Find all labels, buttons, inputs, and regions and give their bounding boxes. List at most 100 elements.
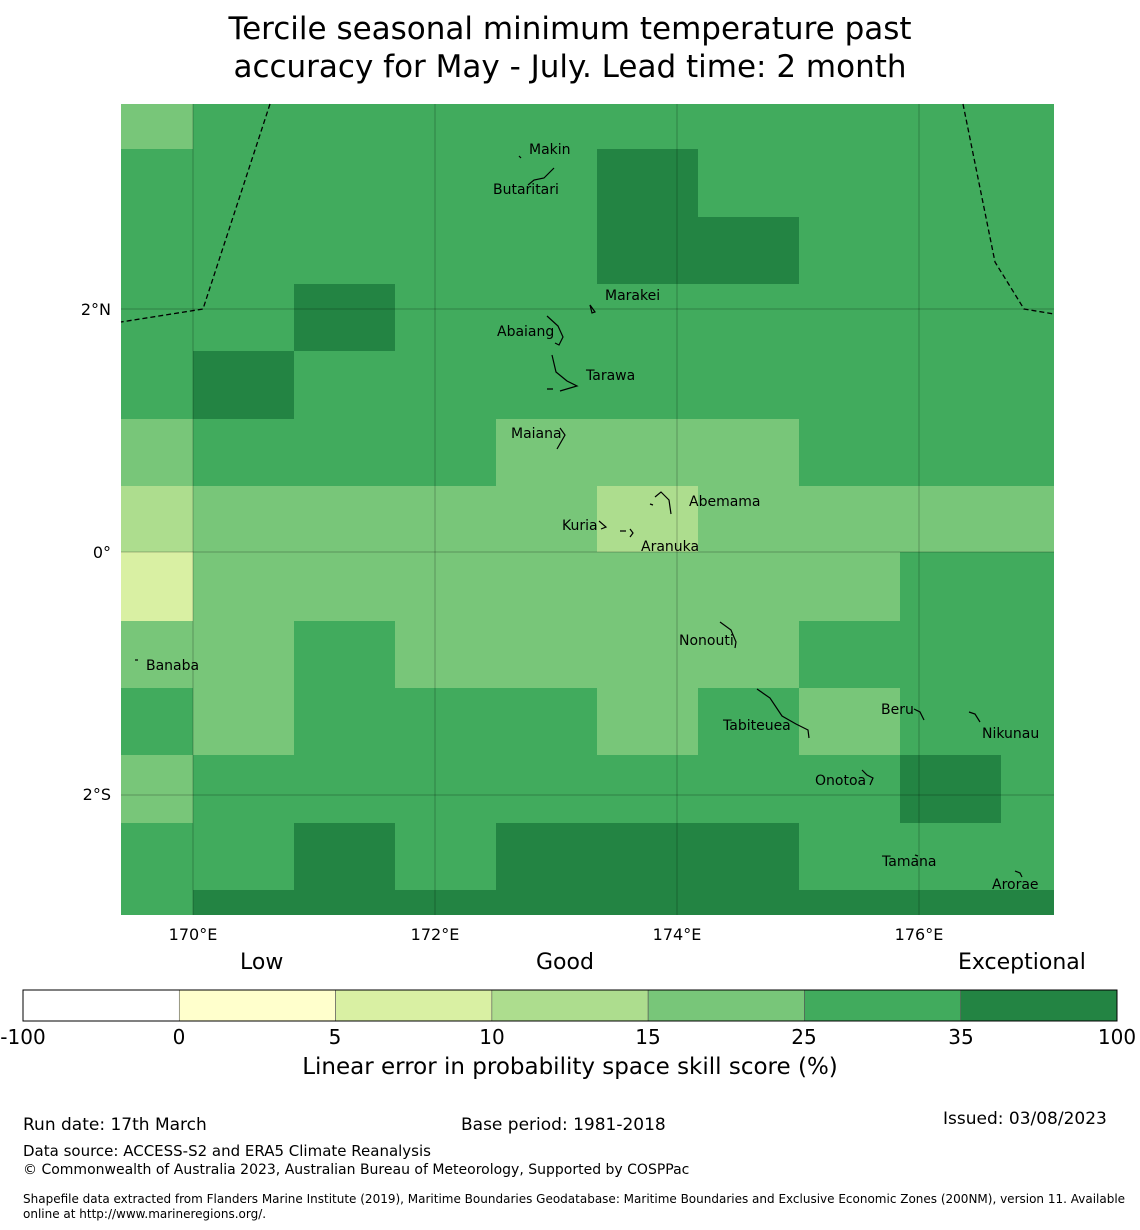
colorbar-tick: 0 xyxy=(172,1025,186,1049)
grid-cell xyxy=(193,351,294,419)
grid-cell xyxy=(799,351,900,419)
grid-cell xyxy=(193,419,294,486)
island-tamana xyxy=(914,854,919,857)
data-source: Data source: ACCESS-S2 and ERA5 Climate … xyxy=(23,1142,431,1160)
grid-cell xyxy=(1001,486,1054,552)
grid-cell xyxy=(395,621,496,688)
grid-cell xyxy=(294,149,395,217)
label-abemama: Abemama xyxy=(689,494,761,510)
colorbar-tick: 10 xyxy=(479,1025,505,1049)
axis-labels: 170°E 172°E 174°E 176°E 2°N 0° 2°S xyxy=(81,300,943,944)
grid-cell xyxy=(698,890,799,915)
eez-boundary-east xyxy=(962,103,1055,315)
grid-cell xyxy=(496,552,597,621)
grid-cell xyxy=(193,217,294,284)
grid-cell xyxy=(799,104,900,149)
issued-date: Issued: 03/08/2023 xyxy=(943,1109,1107,1129)
label-banaba: Banaba xyxy=(146,658,199,674)
grid-cell xyxy=(900,688,1001,755)
copyright: © Commonwealth of Australia 2023, Austra… xyxy=(23,1162,690,1178)
lon-label-176e: 176°E xyxy=(895,925,944,944)
grid-cell xyxy=(1001,890,1054,915)
grid-cell xyxy=(193,890,294,915)
label-marakei: Marakei xyxy=(605,288,660,304)
grid-cell xyxy=(1001,419,1054,486)
island-nikunau xyxy=(968,711,981,723)
grid-cell xyxy=(799,755,900,823)
grid-cell xyxy=(799,552,900,621)
grid-cell xyxy=(395,104,496,149)
colorbar-outline xyxy=(22,989,1118,1022)
island-tarawa xyxy=(547,354,579,392)
grid-cell xyxy=(193,823,294,890)
grid-cell xyxy=(597,104,698,149)
colorbar-tick: 35 xyxy=(948,1025,974,1049)
grid-cell xyxy=(799,890,900,915)
grid-cell xyxy=(121,552,193,621)
grid-cell xyxy=(900,351,1001,419)
lat-label-2n: 2°N xyxy=(81,300,111,319)
label-beru: Beru xyxy=(881,702,914,718)
label-nikunau: Nikunau xyxy=(982,726,1039,742)
grid-cell xyxy=(294,688,395,755)
grid-cell xyxy=(1001,284,1054,351)
grid-cell xyxy=(121,351,193,419)
grid-cell xyxy=(395,823,496,890)
island-beru xyxy=(913,708,925,721)
grid-cell xyxy=(395,419,496,486)
label-butaritari: Butaritari xyxy=(493,182,559,198)
grid-cell xyxy=(294,351,395,419)
title-line-1: Tercile seasonal minimum temperature pas… xyxy=(228,11,912,47)
base-period: Base period: 1981-2018 xyxy=(461,1115,666,1135)
grid-cell xyxy=(1001,823,1054,890)
graticule xyxy=(121,104,1054,915)
island-tabiteuea xyxy=(756,688,810,739)
grid-cell xyxy=(698,621,799,688)
label-onotoa: Onotoa xyxy=(815,773,866,789)
grid-cell xyxy=(597,621,698,688)
colorbar-tick: -100 xyxy=(0,1025,46,1049)
grid-cell xyxy=(121,486,193,552)
grid-cell xyxy=(1001,104,1054,149)
grid-cell xyxy=(395,486,496,552)
grid-cell xyxy=(698,755,799,823)
grid-cell xyxy=(900,104,1001,149)
grid-cell xyxy=(395,217,496,284)
island-maiana xyxy=(556,427,566,450)
category-low: Low xyxy=(240,950,284,975)
grid-cell xyxy=(496,688,597,755)
grid-cell xyxy=(597,688,698,755)
grid-cell xyxy=(395,552,496,621)
grid-cell xyxy=(496,149,597,217)
grid-cell xyxy=(799,284,900,351)
grid-cell xyxy=(900,890,1001,915)
grid-cell xyxy=(395,284,496,351)
grid-cell xyxy=(496,621,597,688)
grid-cell xyxy=(597,149,698,217)
grid-cell xyxy=(799,149,900,217)
grid-cell xyxy=(597,351,698,419)
label-tabiteuea: Tabiteuea xyxy=(722,718,791,734)
colorbar-segment xyxy=(804,989,962,1022)
grid-cell xyxy=(121,755,193,823)
island-makin xyxy=(518,155,522,159)
skill-map: Makin Butaritari Marakei Abaiang Tarawa … xyxy=(81,103,1055,944)
grid-cell xyxy=(1001,621,1054,688)
grid-cell xyxy=(597,284,698,351)
colorbar xyxy=(22,989,1118,1022)
colorbar-tick: 15 xyxy=(635,1025,661,1049)
island-marakei xyxy=(589,304,596,314)
grid-cell xyxy=(1001,552,1054,621)
grid-cell xyxy=(698,486,799,552)
skill-grid xyxy=(121,104,1054,915)
grid-cell xyxy=(698,217,799,284)
colorbar-axis-label: Linear error in probability space skill … xyxy=(302,1054,838,1080)
grid-cell xyxy=(496,217,597,284)
label-aranuka: Aranuka xyxy=(641,539,699,555)
run-date: Run date: 17th March xyxy=(23,1115,207,1135)
island-butaritari xyxy=(527,167,555,186)
grid-cell xyxy=(193,755,294,823)
grid-cell xyxy=(193,486,294,552)
grid-cell xyxy=(799,688,900,755)
label-kuria: Kuria xyxy=(562,518,598,534)
